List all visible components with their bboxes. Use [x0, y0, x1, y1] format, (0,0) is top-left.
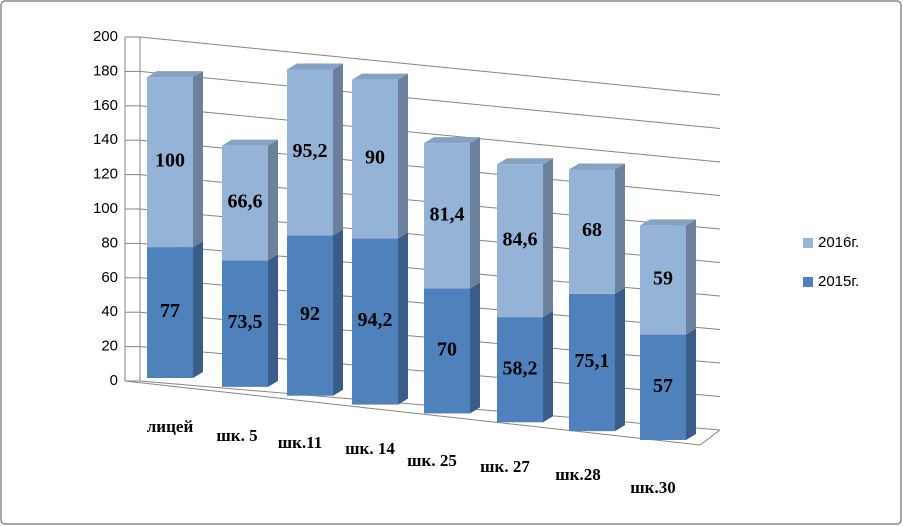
bar — [147, 77, 193, 248]
bar — [424, 143, 470, 289]
bar — [640, 334, 686, 440]
y-tick-label: 100 — [93, 200, 118, 217]
legend-label: 2015г. — [818, 273, 859, 290]
x-tick-label: лицей — [147, 417, 194, 436]
value-label: 59 — [653, 268, 673, 290]
value-label: 100 — [155, 150, 185, 172]
grid-line — [139, 105, 721, 163]
x-tick-label: шк.11 — [278, 433, 322, 452]
y-tick-label: 120 — [93, 166, 118, 183]
value-label: 73,5 — [228, 311, 263, 333]
x-tick-label: шк.30 — [630, 478, 675, 497]
value-label: 58,2 — [503, 357, 538, 379]
bar-top — [569, 163, 625, 170]
bar — [569, 169, 615, 294]
x-tick-label: шк. 27 — [480, 457, 530, 476]
legend-label: 2016г. — [818, 234, 859, 251]
floor-front — [124, 380, 721, 446]
bar-top — [640, 219, 696, 226]
bar-side — [470, 282, 480, 414]
bar-side — [615, 163, 625, 294]
value-label: 84,6 — [503, 228, 538, 250]
grid-line — [139, 36, 721, 96]
bar-top — [222, 139, 278, 146]
bar — [497, 164, 543, 318]
bar — [497, 317, 543, 423]
x-tick-label: шк. 14 — [345, 439, 395, 458]
bar-top — [424, 137, 480, 144]
y-tick-label: 160 — [93, 97, 118, 114]
legend-swatch — [803, 277, 813, 287]
value-label: 81,4 — [430, 203, 465, 225]
y-tick-label: 80 — [101, 234, 118, 251]
value-label: 75,1 — [575, 350, 610, 372]
bar — [352, 79, 398, 239]
x-tick-label: шк. 25 — [407, 451, 457, 470]
grid-line — [139, 70, 721, 129]
bar-side — [686, 219, 696, 335]
value-label: 70 — [437, 339, 457, 361]
bar-side — [398, 232, 408, 405]
bar-side — [193, 71, 203, 248]
bar-top — [352, 73, 408, 80]
x-tick-label: шк. 5 — [216, 426, 257, 445]
bar-side — [398, 73, 408, 239]
y-tick-label: 200 — [93, 28, 118, 45]
bar-side — [543, 158, 553, 318]
value-label: 68 — [582, 219, 602, 241]
bar-side — [268, 254, 278, 387]
bar — [640, 225, 686, 335]
bar-top — [147, 71, 203, 78]
value-label: 57 — [653, 375, 673, 397]
bar — [287, 235, 333, 396]
legend-swatch — [803, 238, 813, 248]
value-label: 77 — [160, 300, 180, 322]
x-tick-label: шк.28 — [555, 465, 600, 484]
bar — [569, 293, 615, 432]
bar-side — [543, 311, 553, 423]
bar-top — [287, 63, 343, 70]
value-label: 92 — [300, 303, 320, 325]
bar-side — [333, 229, 343, 396]
bar-side — [686, 328, 696, 440]
bar — [222, 260, 268, 387]
y-tick-label: 20 — [101, 338, 118, 355]
bar — [352, 238, 398, 405]
bar — [424, 288, 470, 414]
y-tick-label: 40 — [101, 303, 118, 320]
bar-side — [615, 287, 625, 432]
bar-side — [470, 137, 480, 289]
bar-side — [333, 63, 343, 236]
y-tick-label: 140 — [93, 131, 118, 148]
y-tick-label: 180 — [93, 62, 118, 79]
value-label: 90 — [365, 147, 385, 169]
bar-side — [193, 241, 203, 378]
value-label: 66,6 — [228, 191, 263, 213]
y-tick-label: 0 — [110, 372, 118, 389]
y-tick-label: 60 — [101, 269, 118, 286]
value-label: 95,2 — [293, 140, 328, 162]
bar-top — [497, 158, 553, 165]
bar — [222, 145, 268, 261]
bar — [147, 247, 193, 378]
bar — [287, 69, 333, 236]
bar-side — [268, 139, 278, 261]
value-label: 94,2 — [358, 309, 393, 331]
